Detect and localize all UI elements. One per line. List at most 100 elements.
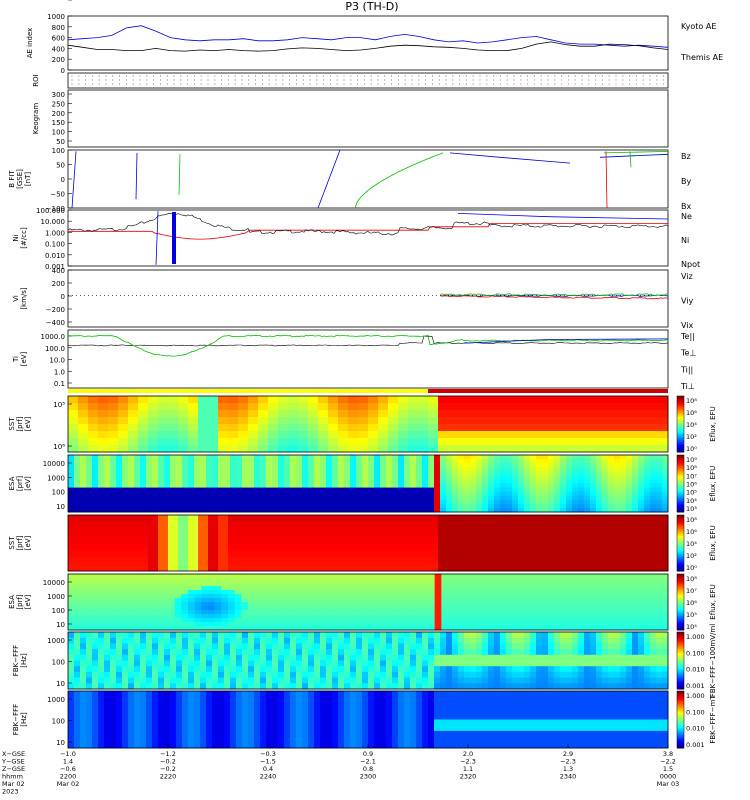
spectrogram-cell [638,543,649,551]
spectrogram-cell [266,649,273,656]
spectrogram-cell [212,491,219,497]
spectrogram-cell [116,671,123,678]
spectrogram-cell [572,499,579,505]
colorbar-tick: 10⁴ [686,540,697,548]
spectrogram-cell [308,471,315,476]
spectrogram-cell [558,557,569,565]
spectrogram-cell [478,550,489,558]
spectrogram-cell [208,424,219,432]
spectrogram-cell [602,467,609,472]
spectrogram-cell [644,475,651,480]
spectrogram-cell [554,578,562,583]
spectrogram-cell [620,459,627,464]
spectrogram-cell [518,471,525,476]
spectrogram-cell [328,396,339,404]
colorbar-segment [677,419,684,422]
spectrogram-cell [272,649,279,656]
spectrogram-cell [518,483,525,488]
spectrogram-cell [161,618,169,623]
spectrogram-cell [428,550,439,558]
spectrogram-cell [302,632,309,639]
tick-label: 300 [52,91,65,99]
spectrogram-cell [326,632,333,639]
colorbar-tick: 10² [686,552,697,560]
spectrogram-cell [350,683,357,690]
spectrogram-cell [368,622,376,627]
spectrogram-cell [224,654,231,661]
spectrogram-cell [508,606,516,611]
spectrogram-cell [74,598,82,603]
spectrogram-cell [94,578,102,583]
spectrogram-cell [194,622,202,627]
spectrogram-cell [448,424,459,432]
spectrogram-cell [140,507,147,513]
spectrogram-cell [350,499,357,505]
spectrogram-cell [464,483,471,488]
spectrogram-cell [498,515,509,523]
spectrogram-cell [138,431,149,439]
spectrogram-cell [482,475,489,480]
spectrogram-cell [594,590,602,595]
spectrogram-cell [86,649,93,656]
colorbar-segment [677,515,684,517]
spectrogram-cell [518,467,525,472]
spectrogram-cell [78,410,89,418]
spectrogram-cell [528,550,539,558]
spectrogram-cell [632,483,639,488]
legend-entry: Viy [681,297,694,306]
colorbar-segment [677,569,684,572]
spectrogram-cell [614,602,622,607]
spectrogram-cell [170,507,177,513]
spectrogram-cell [134,654,141,661]
spectrogram-cell [214,590,222,595]
spectrogram-cell [228,529,239,537]
spectrogram-cell [368,649,375,656]
spectrogram-cell [328,417,339,425]
spectrogram-cell [194,467,201,472]
spectrogram-cell [626,491,633,497]
spectrogram-cell [268,557,279,565]
spectrogram-cell [152,637,159,644]
colorbar-label-text: Eflux, EFU [709,525,717,560]
roi-dot [465,83,467,85]
spectrogram-cell [344,491,351,497]
spectrogram-cell [254,467,261,472]
roi-dot [533,83,535,85]
roi-dot [78,79,80,81]
spectrogram-cell [608,622,616,627]
spectrogram-cell [608,529,619,537]
spectrogram-cell [128,487,135,493]
colorbar-segment [677,613,684,616]
spectrogram-cell [338,557,349,565]
spectrogram-cell [248,626,256,631]
spectrogram-cell [528,557,539,565]
roi-dot [261,83,263,85]
spectrogram-cell [74,594,82,599]
spectrogram-cell [290,455,297,460]
spectrogram-cell [294,578,302,583]
spectrogram-cell [476,660,483,667]
roi-dot [336,79,338,81]
spectrogram-cell [290,495,297,501]
spectrogram-cell [181,590,189,595]
spectrogram-cell [538,564,549,572]
spectrogram-cell [508,564,519,572]
spectrogram-cell [421,598,429,603]
spectrogram-cell [218,471,225,476]
spectrogram-cell [134,614,142,619]
spectrogram-cell [188,403,199,411]
roi-dot [98,83,100,85]
spectrogram-cell [428,507,435,513]
roi-dot [561,75,563,77]
spectrogram-cell [458,507,465,513]
spectrogram-cell [638,557,649,565]
colorbar-segment [677,520,684,523]
spectrogram-cell [428,455,435,460]
spectrogram-cell [86,463,93,468]
spectrogram-cell [98,564,109,572]
spectrogram-cell [78,550,89,558]
spectrogram-cell [648,622,656,627]
spectrogram-cell [116,632,123,639]
spectrogram-cell [501,606,509,611]
roi-dot [391,75,393,77]
